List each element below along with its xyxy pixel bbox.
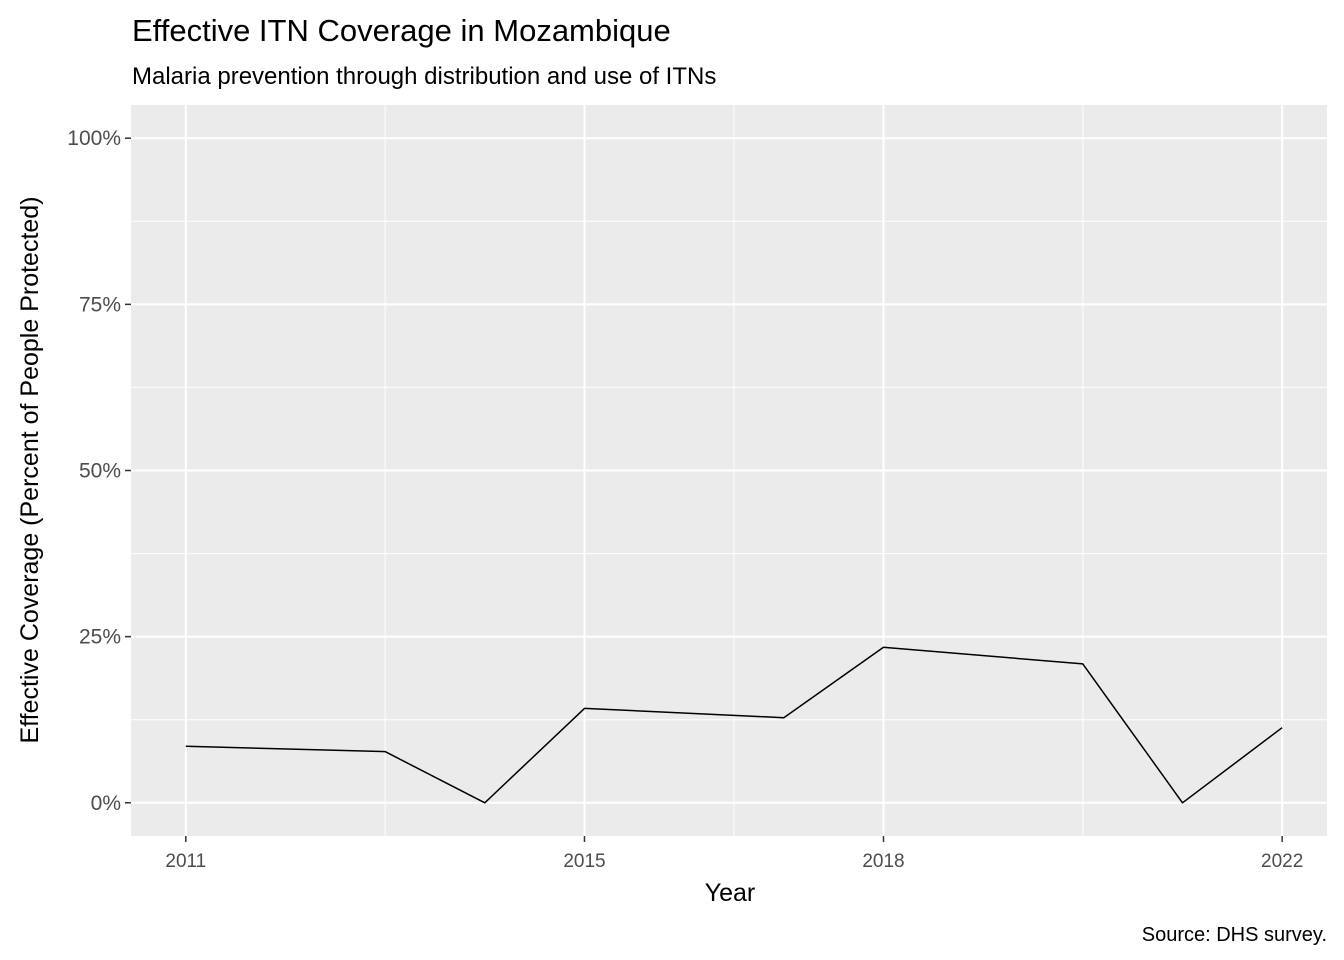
x-tick-label: 2015 (563, 851, 605, 872)
y-tick-label: 0% (91, 792, 121, 815)
chart-subtitle: Malaria prevention through distribution … (132, 63, 716, 90)
y-tick-label: 25% (79, 626, 121, 649)
coverage-line (185, 646, 1283, 804)
x-axis-ticks: 2011 2015 2018 2022 (165, 836, 1303, 872)
y-tick-label: 100% (67, 127, 121, 150)
chart-caption: Source: DHS survey. (1142, 924, 1327, 946)
x-tick-label: 2018 (862, 851, 904, 872)
y-tick-label: 50% (79, 460, 121, 483)
x-tick-label: 2022 (1261, 851, 1303, 872)
y-axis-title: Effective Coverage (Percent of People Pr… (16, 196, 44, 743)
major-gridlines (131, 105, 1327, 836)
x-axis-title: Year (705, 879, 756, 907)
y-axis-ticks: 0% 25% 50% 75% 100% (67, 127, 131, 815)
x-tick-label: 2011 (165, 851, 206, 872)
chart-title: Effective ITN Coverage in Mozambique (132, 13, 671, 48)
y-tick-label: 75% (79, 293, 121, 316)
